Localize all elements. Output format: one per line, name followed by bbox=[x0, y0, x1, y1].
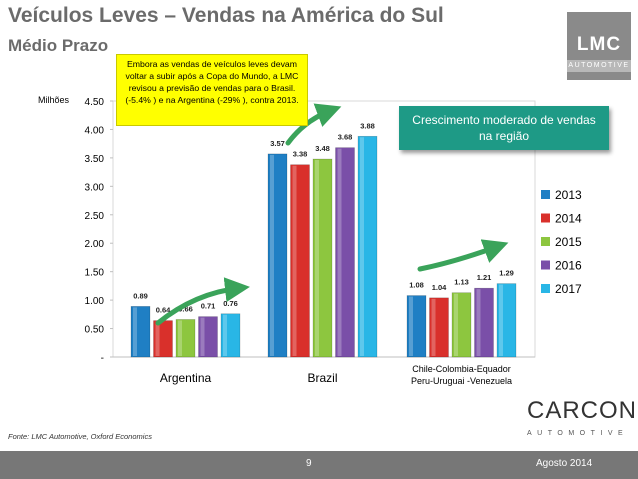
bar bbox=[312, 158, 333, 358]
bar-highlight bbox=[223, 314, 227, 356]
y-tick-label: 4.00 bbox=[85, 125, 105, 136]
page-number: 9 bbox=[306, 458, 312, 469]
carcon-logo-text: CARCON bbox=[527, 397, 638, 424]
lmc-logo-text: LMC bbox=[576, 34, 622, 55]
lmc-logo: LMC AUTOMOTIVE bbox=[567, 12, 631, 80]
bar-highlight bbox=[409, 296, 413, 356]
legend-swatch bbox=[541, 237, 550, 246]
bar-highlight bbox=[270, 154, 274, 356]
carcon-logo-subtext: AUTOMOTIVE bbox=[527, 430, 629, 437]
category-label: Argentina bbox=[160, 371, 212, 385]
legend-label: 2016 bbox=[555, 259, 582, 273]
page-subtitle: Médio Prazo bbox=[8, 36, 109, 55]
bar-highlight bbox=[360, 137, 364, 356]
legend-label: 2014 bbox=[555, 212, 582, 226]
legend-swatch bbox=[541, 260, 550, 270]
y-tick-label: 1.50 bbox=[85, 268, 105, 279]
y-tick-label: 0.50 bbox=[85, 325, 105, 336]
page-title: Veículos Leves – Vendas na América do Su… bbox=[8, 4, 444, 27]
trend-arrow bbox=[155, 277, 250, 326]
bar bbox=[220, 313, 241, 358]
bar-highlight bbox=[133, 307, 137, 356]
data-label: 0.71 bbox=[201, 302, 216, 311]
legend-label: 2013 bbox=[555, 188, 582, 202]
data-label: 0.66 bbox=[178, 304, 193, 313]
bar bbox=[290, 164, 310, 358]
bar-highlight bbox=[454, 293, 458, 356]
bar-highlight bbox=[315, 160, 319, 356]
legend-label: 2017 bbox=[555, 282, 582, 296]
bar bbox=[429, 297, 449, 358]
y-tick-label: - bbox=[101, 353, 104, 364]
bar-highlight bbox=[292, 165, 297, 356]
footer-bar: 9 Agosto 2014 bbox=[0, 451, 638, 479]
y-tick-label: 2.00 bbox=[85, 239, 105, 250]
bar-highlight bbox=[337, 148, 342, 356]
legend-swatch bbox=[541, 190, 550, 199]
data-label: 3.57 bbox=[270, 139, 285, 148]
data-label: 3.38 bbox=[293, 150, 308, 159]
footer-date: Agosto 2014 bbox=[536, 458, 593, 469]
sales-bar-chart: Milhões - 0.50 1.00 1.50 2.00 2.50 3.00 3.50 4.00… bbox=[38, 95, 582, 386]
bar bbox=[474, 287, 494, 358]
data-label: 0.76 bbox=[223, 299, 238, 308]
legend-label: 2015 bbox=[555, 235, 582, 249]
y-tick-label: 3.00 bbox=[85, 182, 105, 193]
data-label: 1.04 bbox=[432, 283, 447, 292]
unit-label: Milhões bbox=[38, 95, 70, 105]
revision-callout: Embora as vendas de veículos leves devam… bbox=[116, 54, 308, 126]
bar bbox=[451, 292, 472, 358]
data-label: 0.64 bbox=[156, 306, 171, 315]
y-tick-label: 4.50 bbox=[85, 97, 105, 108]
data-label: 0.89 bbox=[133, 291, 148, 300]
legend-swatch bbox=[541, 213, 550, 223]
category-label: Brazil bbox=[307, 371, 337, 385]
data-label: 3.48 bbox=[315, 144, 330, 153]
category-label: Chile-Colombia-Equador bbox=[412, 364, 511, 374]
bar-highlight bbox=[200, 317, 205, 356]
data-label: 3.68 bbox=[338, 133, 353, 142]
legend-swatch bbox=[541, 284, 550, 293]
bar bbox=[357, 135, 378, 358]
bar bbox=[406, 295, 427, 358]
bar bbox=[130, 306, 151, 358]
y-tick-label: 3.50 bbox=[85, 154, 105, 165]
bar-highlight bbox=[178, 320, 182, 356]
bar-highlight bbox=[499, 284, 503, 356]
bar bbox=[175, 319, 196, 358]
carcon-logo: CARCON AUTOMOTIVE bbox=[527, 397, 638, 438]
bar bbox=[335, 147, 355, 358]
y-tick-label: 2.50 bbox=[85, 211, 105, 222]
source-note: Fonte: LMC Automotive, Oxford Economics bbox=[8, 432, 152, 441]
data-label: 1.08 bbox=[409, 281, 424, 290]
lmc-logo-subtext: AUTOMOTIVE bbox=[567, 60, 631, 72]
data-label: 3.88 bbox=[360, 121, 375, 130]
trend-arrow bbox=[417, 239, 509, 272]
bar-highlight bbox=[155, 321, 160, 356]
category-label: Peru-Uruguai -Venezuela bbox=[411, 376, 512, 386]
bar bbox=[267, 153, 288, 358]
bar bbox=[496, 283, 517, 358]
data-label: 1.21 bbox=[477, 273, 492, 282]
data-label: 1.13 bbox=[454, 278, 469, 287]
data-label: 1.29 bbox=[499, 269, 514, 278]
growth-callout: Crescimento moderado de vendas na região bbox=[399, 106, 609, 150]
bar-highlight bbox=[431, 298, 436, 356]
y-tick-label: 1.00 bbox=[85, 296, 105, 307]
bar bbox=[198, 316, 218, 358]
bar-highlight bbox=[476, 289, 481, 356]
